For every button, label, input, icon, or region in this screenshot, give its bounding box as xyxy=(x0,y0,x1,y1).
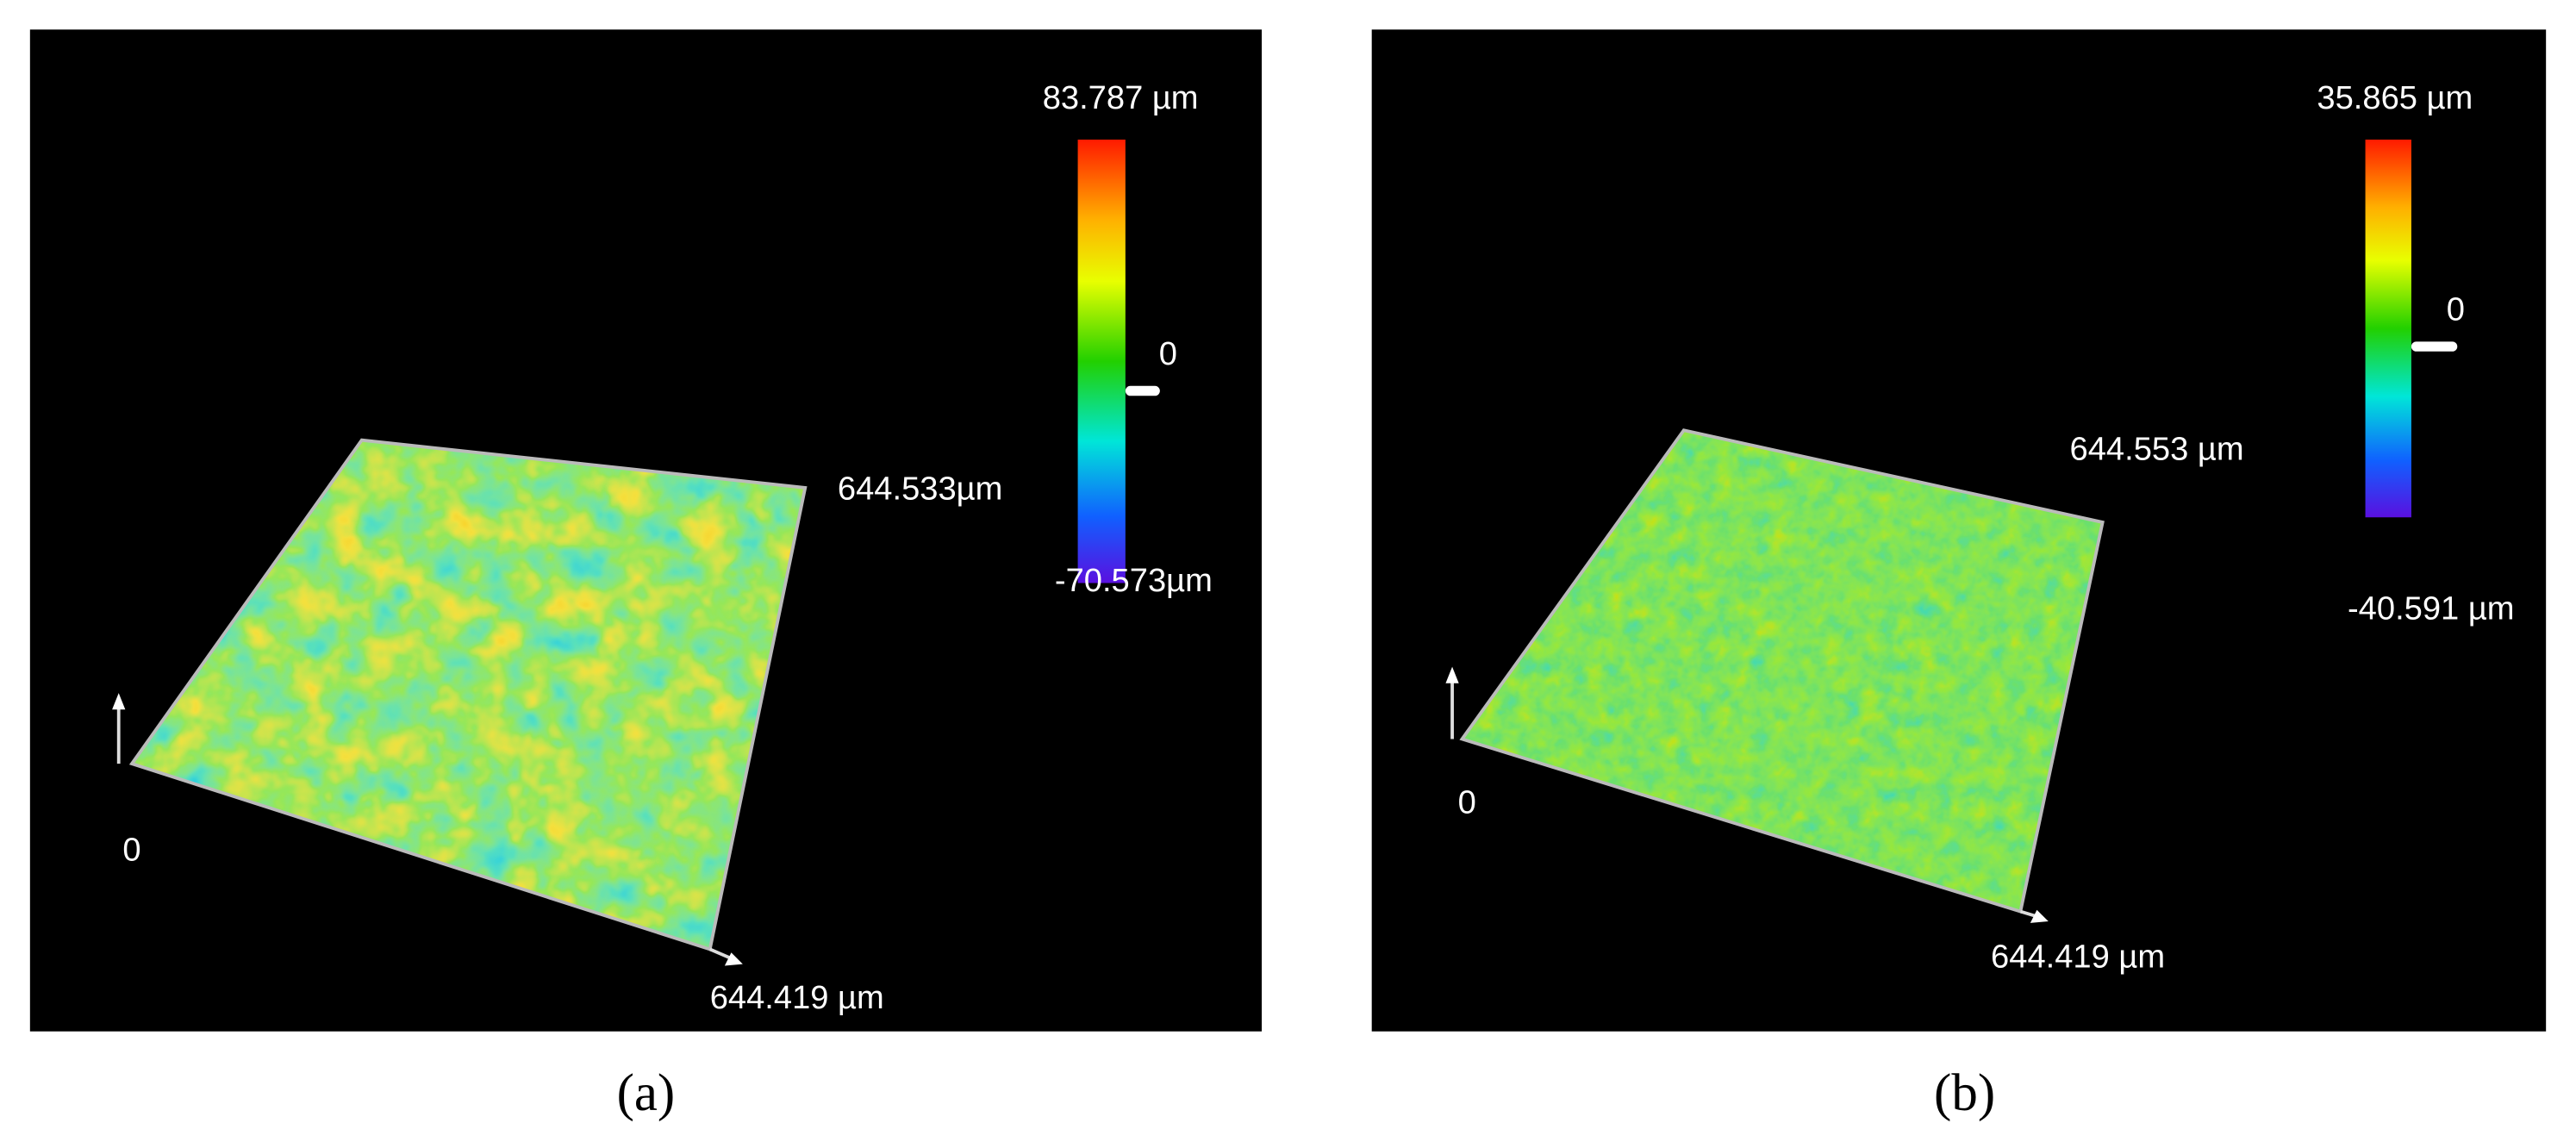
arrow xyxy=(112,693,126,710)
x-extent: 644.419 µm xyxy=(1991,939,2165,975)
colorbar xyxy=(2365,139,2411,518)
caption-b: (b) xyxy=(1934,1064,1995,1122)
colorbar-zero: 0 xyxy=(2447,292,2465,328)
origin: 0 xyxy=(1458,784,1476,820)
y-extent: 644.553 µm xyxy=(2070,432,2244,468)
colorbar xyxy=(1077,139,1126,583)
caption-a: (a) xyxy=(617,1064,676,1122)
arrow xyxy=(2030,909,2049,923)
x-extent: 644.419 µm xyxy=(710,980,884,1016)
colorbar-min: -70.573µm xyxy=(1055,563,1213,599)
colorbar-max: 83.787 µm xyxy=(1043,80,1199,116)
zero-marker xyxy=(2411,341,2458,352)
colorbar-max: 35.865 µm xyxy=(2317,80,2473,116)
arrow xyxy=(724,952,743,966)
zero-marker xyxy=(1125,385,1160,396)
arrow xyxy=(1445,666,1459,683)
colorbar-min: -40.591 µm xyxy=(2348,590,2515,627)
y-extent: 644.533µm xyxy=(838,471,1002,507)
colorbar-zero: 0 xyxy=(1159,336,1177,372)
origin: 0 xyxy=(122,833,140,869)
